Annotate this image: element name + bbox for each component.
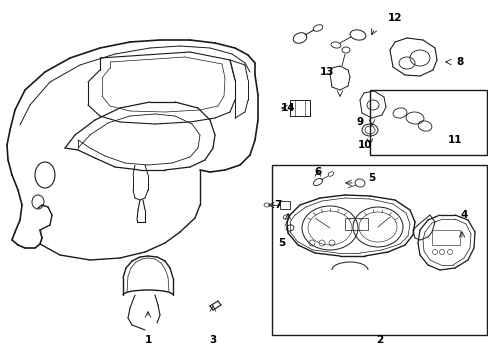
Text: 1: 1 — [144, 335, 151, 345]
Bar — [280, 201, 289, 209]
Text: 6: 6 — [314, 167, 321, 177]
Text: 11: 11 — [447, 135, 461, 145]
Text: 9: 9 — [356, 117, 363, 127]
Text: 7: 7 — [274, 200, 281, 210]
Bar — [271, 165, 486, 335]
Text: 4: 4 — [459, 210, 467, 220]
Text: 14: 14 — [280, 103, 295, 113]
Text: 12: 12 — [387, 13, 402, 23]
Text: 5: 5 — [278, 238, 285, 248]
Bar — [345, 218, 367, 230]
Text: 2: 2 — [376, 335, 383, 345]
Text: 3: 3 — [209, 335, 216, 345]
Bar — [369, 90, 486, 155]
Text: 10: 10 — [357, 140, 371, 150]
Text: 13: 13 — [319, 67, 334, 77]
Bar — [431, 230, 459, 245]
Text: 8: 8 — [455, 57, 463, 67]
Text: 5: 5 — [367, 173, 375, 183]
